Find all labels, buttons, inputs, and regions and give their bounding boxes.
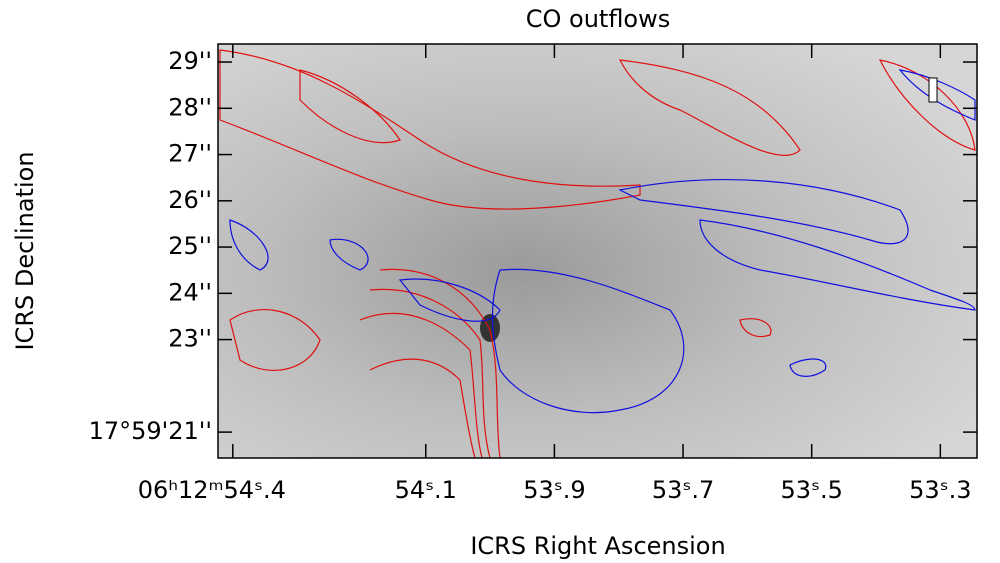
x-tick-label: 53ˢ.5 bbox=[780, 476, 842, 504]
y-tick-label: 29'' bbox=[168, 47, 212, 75]
x-tick-label: 06ʰ12ᵐ54ˢ.4 bbox=[138, 476, 286, 504]
chart-title: CO outflows bbox=[526, 5, 671, 33]
y-tick-label: 23'' bbox=[168, 325, 212, 353]
x-axis-label: ICRS Right Ascension bbox=[470, 532, 725, 560]
y-tick-label: 27'' bbox=[168, 140, 212, 168]
y-tick-label: 25'' bbox=[168, 232, 212, 260]
x-tick-label: 53ˢ.7 bbox=[652, 476, 714, 504]
image bbox=[217, 43, 978, 459]
x-tick-label: 53ˢ.9 bbox=[523, 476, 585, 504]
x-tick-label: 54ˢ.1 bbox=[395, 476, 457, 504]
y-tick-label: 24'' bbox=[168, 278, 212, 306]
y-tick-label: 17°59'21'' bbox=[89, 417, 212, 445]
x-tick-label: 53ˢ.3 bbox=[909, 476, 971, 504]
y-tick-label: 26'' bbox=[168, 186, 212, 214]
y-tick-label: 28'' bbox=[168, 93, 212, 121]
y-axis-label: ICRS Declination bbox=[11, 151, 39, 350]
